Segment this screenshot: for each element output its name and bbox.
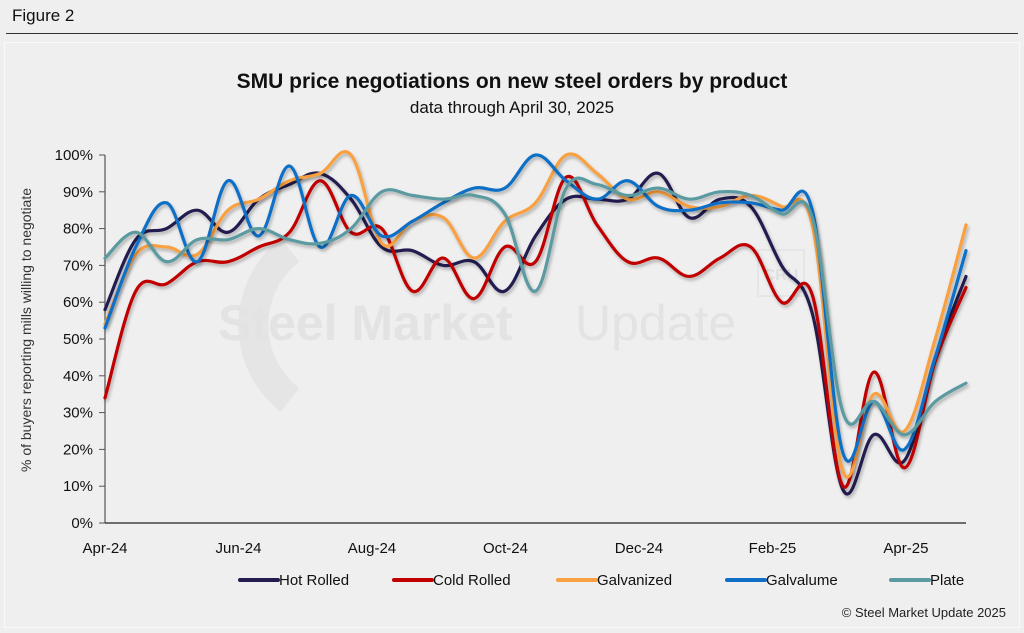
watermark-badge — [757, 249, 805, 297]
y-tick-label: 10% — [63, 478, 93, 495]
y-tick-label: 90% — [63, 184, 93, 201]
watermark-bold-text: Steel Market — [218, 295, 513, 351]
y-tick-label: 50% — [63, 331, 93, 348]
legend-item-galvalume: Galvalume — [725, 572, 838, 589]
x-tick-label: Aug-24 — [348, 540, 396, 557]
chart-subtitle: data through April 30, 2025 — [410, 98, 614, 117]
y-tick-label: 100% — [55, 147, 93, 164]
series-line-galvanized — [103, 150, 968, 479]
copyright-text: © Steel Market Update 2025 — [842, 605, 1006, 620]
watermark-arc — [238, 238, 300, 412]
series-lines — [103, 150, 968, 496]
chart-panel — [4, 42, 1020, 628]
watermark-badge-text: CRU — [764, 267, 799, 284]
x-tick-label: Dec-24 — [615, 540, 663, 557]
y-tick-label: 30% — [63, 405, 93, 422]
legend-item-plate: Plate — [889, 572, 964, 589]
x-tick-label: Feb-25 — [749, 540, 797, 557]
y-tick-label: 80% — [63, 221, 93, 238]
series-line-plate — [103, 176, 968, 437]
watermark: Steel Market Update CRU — [218, 238, 805, 412]
figure-divider — [6, 33, 1018, 34]
y-axis: 0% 10% 20% 30% 40% 50% 60% 70% 80% 90% 100% — [55, 147, 106, 532]
y-tick-label: 60% — [63, 294, 93, 311]
x-tick-label: Apr-24 — [82, 540, 127, 557]
y-tick-label: 20% — [63, 441, 93, 458]
series-line-cold-rolled — [103, 174, 968, 489]
x-tick-label: Jun-24 — [216, 540, 262, 557]
watermark-light-text: Update — [575, 295, 736, 351]
legend-item-cold-rolled: Cold Rolled — [392, 572, 511, 589]
y-axis-label: % of buyers reporting mills willing to n… — [18, 188, 34, 472]
y-tick-label: 40% — [63, 368, 93, 385]
x-axis: Apr-24 Jun-24 Aug-24 Oct-24 Dec-24 Feb-25 Apr-… — [82, 522, 966, 557]
legend-item-hot-rolled: Hot Rolled — [238, 572, 349, 589]
legend-label: Galvanized — [597, 572, 672, 589]
chart-title: SMU price negotiations on new steel orde… — [237, 70, 788, 93]
x-tick-label: Oct-24 — [483, 540, 528, 557]
y-tick-label: 0% — [71, 515, 93, 532]
legend-label: Hot Rolled — [279, 572, 349, 589]
figure-label: Figure 2 — [12, 6, 75, 25]
x-tick-label: Apr-25 — [883, 540, 928, 557]
series-line-galvalume — [103, 153, 968, 463]
legend-label: Cold Rolled — [433, 572, 511, 589]
legend-label: Galvalume — [766, 572, 838, 589]
legend-label: Plate — [930, 572, 964, 589]
legend-item-galvanized: Galvanized — [556, 572, 672, 589]
legend: Hot Rolled Cold Rolled Galvanized Galvalume… — [238, 572, 964, 589]
y-tick-label: 70% — [63, 257, 93, 274]
